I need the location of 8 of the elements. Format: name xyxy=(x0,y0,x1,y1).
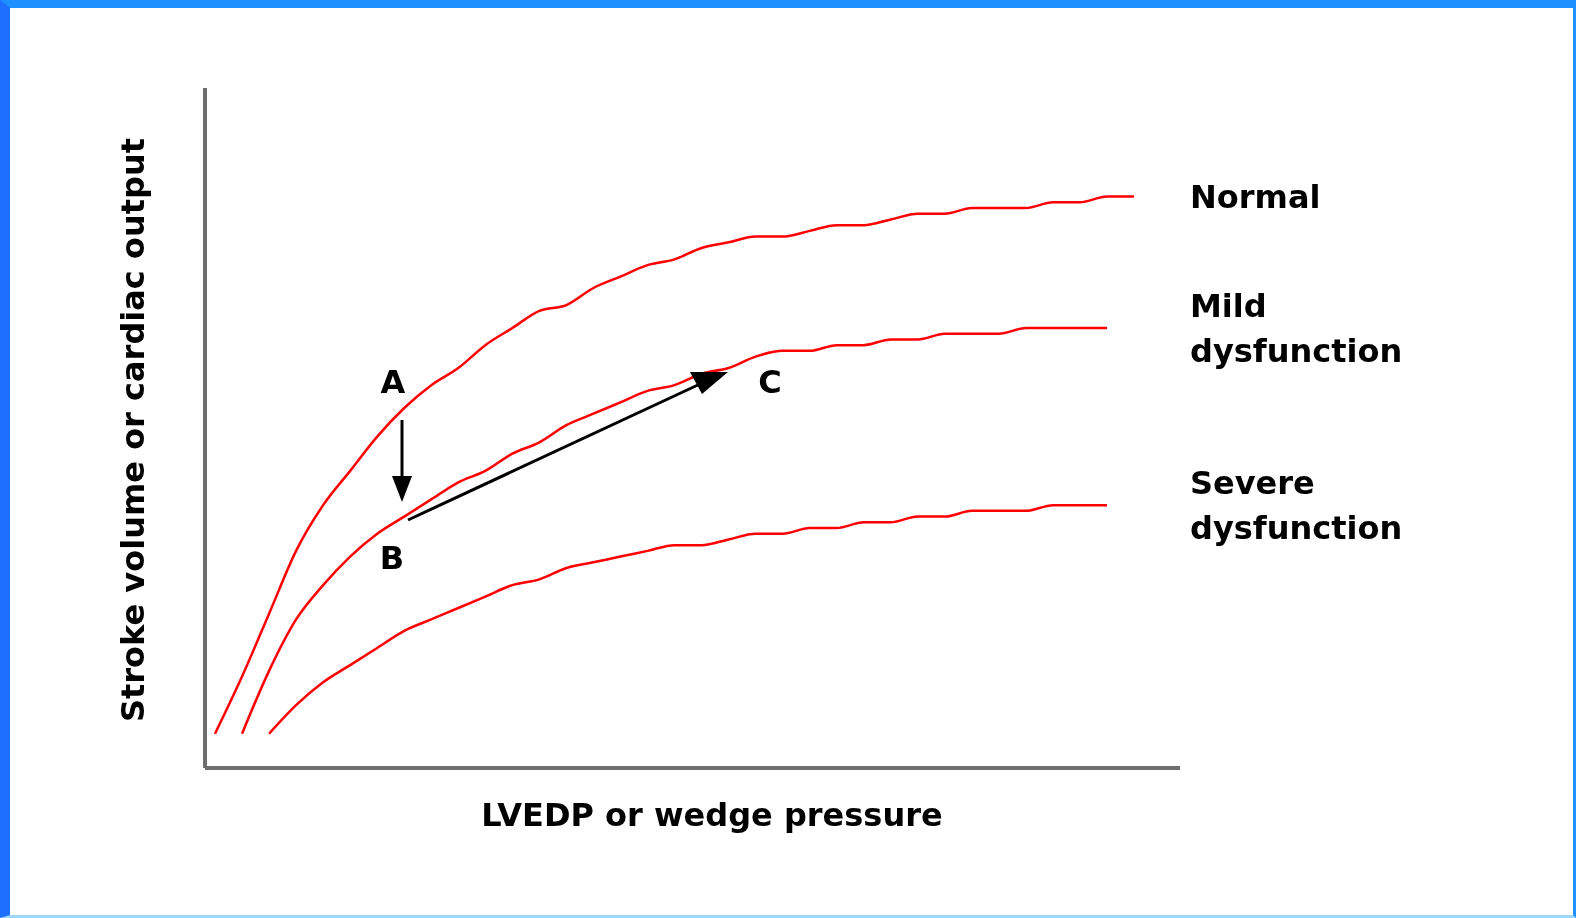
text: Severe dysfunction xyxy=(1190,463,1403,547)
series-label: Normal xyxy=(1190,177,1321,216)
annotation: C xyxy=(758,363,782,401)
x-axis-title: LVEDP or wedge pressure xyxy=(481,796,943,834)
y-axis-title: Stroke volume or cardiac output xyxy=(114,137,152,723)
annotation: A xyxy=(380,363,406,401)
annotation: B xyxy=(379,539,405,577)
text: Mild dysfunction xyxy=(1190,286,1403,370)
